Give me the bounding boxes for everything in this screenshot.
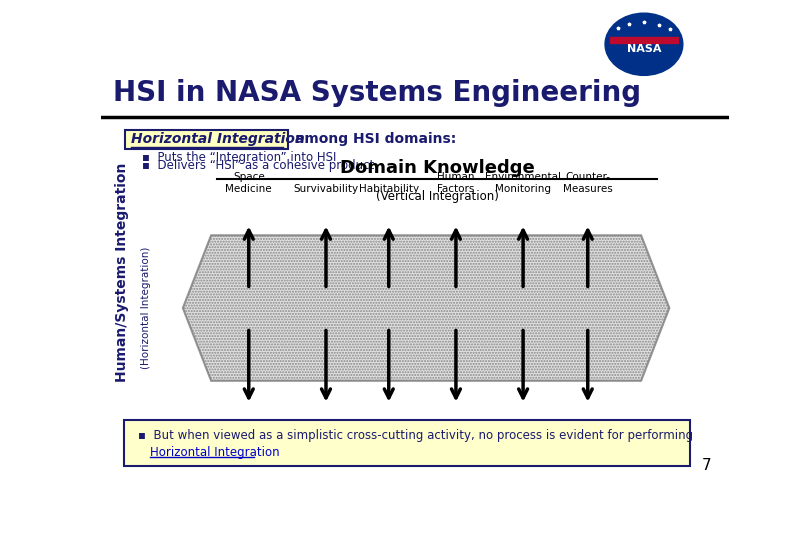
Polygon shape [610,37,678,43]
FancyBboxPatch shape [125,420,690,466]
Polygon shape [183,235,669,381]
Text: Habitability: Habitability [359,184,419,194]
Text: ▪  Delivers “HSI” as a cohesive product: ▪ Delivers “HSI” as a cohesive product [142,159,374,172]
Text: Survivability: Survivability [293,184,359,194]
FancyBboxPatch shape [125,130,288,149]
Text: among HSI domains:: among HSI domains: [290,132,456,146]
Text: Domain Knowledge: Domain Knowledge [339,159,535,177]
Text: NASA: NASA [627,44,661,55]
Text: Environmental
Monitoring: Environmental Monitoring [485,172,561,194]
Circle shape [605,13,683,76]
Text: ▪  But when viewed as a simplistic cross-cutting activity, no process is evident: ▪ But when viewed as a simplistic cross-… [138,429,693,442]
Text: (Horizontal Integration): (Horizontal Integration) [142,247,151,369]
Text: (Vertical Integration): (Vertical Integration) [376,190,498,202]
Text: Human
Factors: Human Factors [437,172,475,194]
Text: Horizontal Integration: Horizontal Integration [150,446,279,459]
Text: HSI in NASA Systems Engineering: HSI in NASA Systems Engineering [113,79,642,107]
Text: Space
Medicine: Space Medicine [225,172,272,194]
Text: Counter-
Measures: Counter- Measures [563,172,612,194]
Text: Human/Systems Integration: Human/Systems Integration [115,163,129,382]
Text: 7: 7 [701,458,711,473]
Text: Horizontal Integration: Horizontal Integration [131,132,305,146]
Text: ▪  Puts the “Integration” into HSI: ▪ Puts the “Integration” into HSI [142,151,336,164]
